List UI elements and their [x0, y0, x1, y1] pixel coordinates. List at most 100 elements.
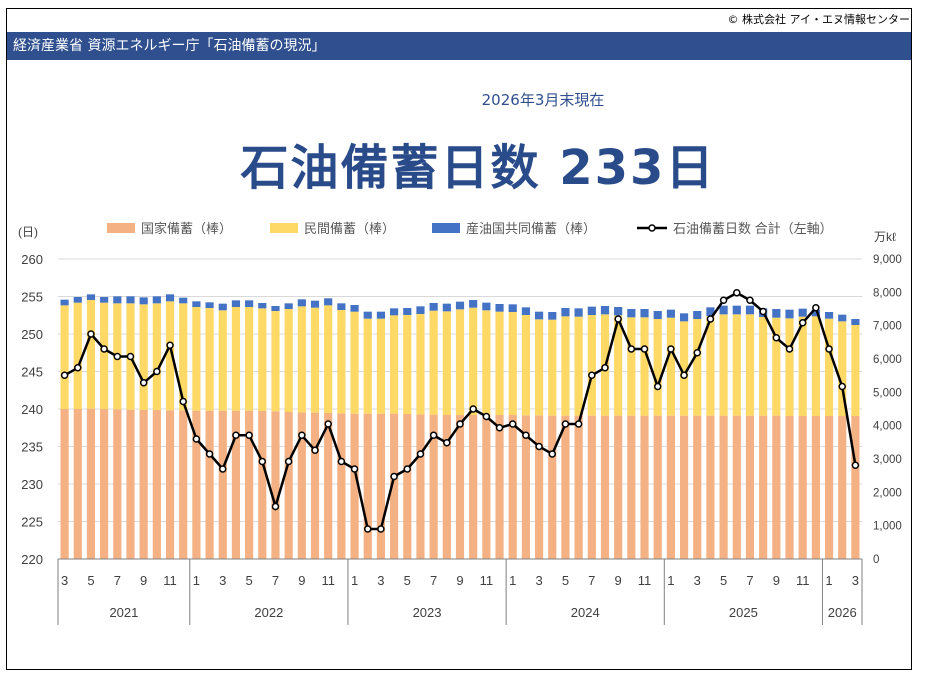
jointly-reserve-bar	[693, 311, 702, 319]
month-tick-label: 5	[720, 573, 727, 588]
private-reserve-bar	[693, 319, 702, 416]
jointly-reserve-bar	[390, 308, 399, 316]
right-tick-label: 9,000	[873, 254, 902, 266]
private-reserve-bar	[310, 307, 320, 413]
year-label: 2021	[109, 605, 138, 620]
state-reserve-bar	[403, 414, 412, 559]
month-tick-label: 3	[852, 573, 859, 588]
jointly-reserve-bar	[126, 296, 135, 304]
jointly-reserve-bar	[350, 305, 359, 312]
jointly-reserve-bar	[324, 298, 333, 306]
jointly-reserve-bar	[574, 308, 583, 317]
state-reserve-bar	[390, 413, 399, 559]
total-days-point	[680, 371, 688, 379]
legend-swatch	[432, 223, 460, 233]
private-reserve-bar	[653, 319, 662, 416]
private-reserve-bar	[508, 312, 517, 415]
private-reserve-bar	[297, 306, 306, 413]
jointly-reserve-bar	[86, 294, 96, 300]
month-tick-label: 7	[114, 573, 121, 588]
private-reserve-bar	[561, 316, 570, 416]
state-reserve-bar	[192, 410, 201, 559]
private-reserve-bar	[811, 316, 820, 416]
month-tick-label: 3	[219, 573, 226, 588]
state-reserve-bar	[508, 415, 517, 559]
jointly-reserve-bar	[838, 314, 847, 322]
jointly-reserve-bar	[548, 312, 557, 320]
jointly-reserve-bar	[205, 302, 214, 308]
right-tick-label: 4,000	[873, 421, 902, 433]
total-days-point	[614, 315, 622, 323]
private-reserve-bar	[469, 307, 478, 415]
state-reserve-bar	[310, 412, 320, 559]
left-tick-label: 235	[21, 440, 43, 455]
state-reserve-bar	[218, 410, 227, 559]
month-tick-label: 5	[245, 573, 252, 588]
private-reserve-bar	[231, 307, 241, 411]
month-tick-label: 3	[377, 573, 384, 588]
jointly-reserve-bar	[772, 309, 781, 318]
month-tick-label: 9	[298, 573, 305, 588]
jointly-reserve-bar	[245, 300, 254, 307]
private-reserve-bar	[165, 301, 175, 411]
total-days-point	[482, 412, 491, 421]
total-days-point	[812, 304, 820, 312]
jointly-reserve-bar	[640, 309, 649, 318]
year-label: 2022	[254, 605, 283, 620]
state-reserve-bar	[785, 416, 794, 559]
private-reserve-bar	[179, 303, 188, 411]
jointly-reserve-bar	[152, 296, 161, 304]
jointly-reserve-bar	[218, 303, 227, 311]
state-reserve-bar	[811, 416, 820, 559]
total-days-point	[350, 465, 359, 473]
state-reserve-bar	[693, 415, 702, 559]
jointly-reserve-bar	[416, 306, 425, 314]
private-reserve-bar	[100, 302, 109, 409]
total-days-point	[284, 457, 293, 466]
state-reserve-bar	[350, 413, 359, 559]
jointly-reserve-bar	[60, 299, 69, 306]
private-reserve-bar	[73, 302, 82, 409]
private-reserve-bar	[706, 316, 715, 416]
total-days-point	[772, 334, 781, 342]
total-days-point	[271, 502, 280, 511]
month-tick-label: 5	[562, 573, 569, 588]
private-reserve-bar	[745, 314, 755, 416]
state-reserve-bar	[600, 415, 610, 559]
total-days-point	[733, 289, 741, 297]
total-days-point	[667, 345, 675, 353]
total-days-point	[785, 345, 794, 353]
private-reserve-bar	[719, 314, 728, 416]
state-reserve-bar	[60, 409, 69, 559]
right-axis-unit: 万kℓ	[874, 230, 896, 244]
total-days-point	[337, 457, 346, 466]
jointly-reserve-bar	[561, 308, 570, 317]
total-days-point	[746, 296, 754, 304]
private-reserve-bar	[587, 315, 596, 416]
jointly-reserve-bar	[811, 309, 820, 317]
jointly-reserve-bar	[508, 304, 517, 312]
state-reserve-bar	[297, 412, 306, 559]
jointly-reserve-bar	[337, 303, 346, 310]
year-label: 2025	[729, 605, 758, 620]
jointly-reserve-bar	[363, 311, 372, 319]
left-axis-unit: (日)	[18, 225, 38, 239]
private-reserve-bar	[350, 311, 359, 414]
left-tick-label: 240	[21, 402, 43, 417]
month-tick-label: 1	[667, 573, 674, 588]
private-reserve-bar	[614, 315, 623, 416]
jointly-reserve-bar	[231, 300, 241, 307]
legend-label: 民間備蓄（棒）	[304, 221, 395, 236]
private-reserve-bar	[245, 307, 254, 411]
state-reserve-bar	[534, 415, 544, 559]
total-days-point	[139, 379, 148, 387]
jointly-reserve-bar	[192, 301, 201, 307]
state-reserve-bar	[139, 410, 148, 559]
total-days-point	[640, 345, 649, 353]
private-reserve-bar	[442, 311, 451, 415]
total-days-point	[574, 420, 583, 428]
legend-swatch	[270, 223, 298, 233]
state-reserve-bar	[666, 415, 675, 559]
month-tick-label: 7	[746, 573, 753, 588]
